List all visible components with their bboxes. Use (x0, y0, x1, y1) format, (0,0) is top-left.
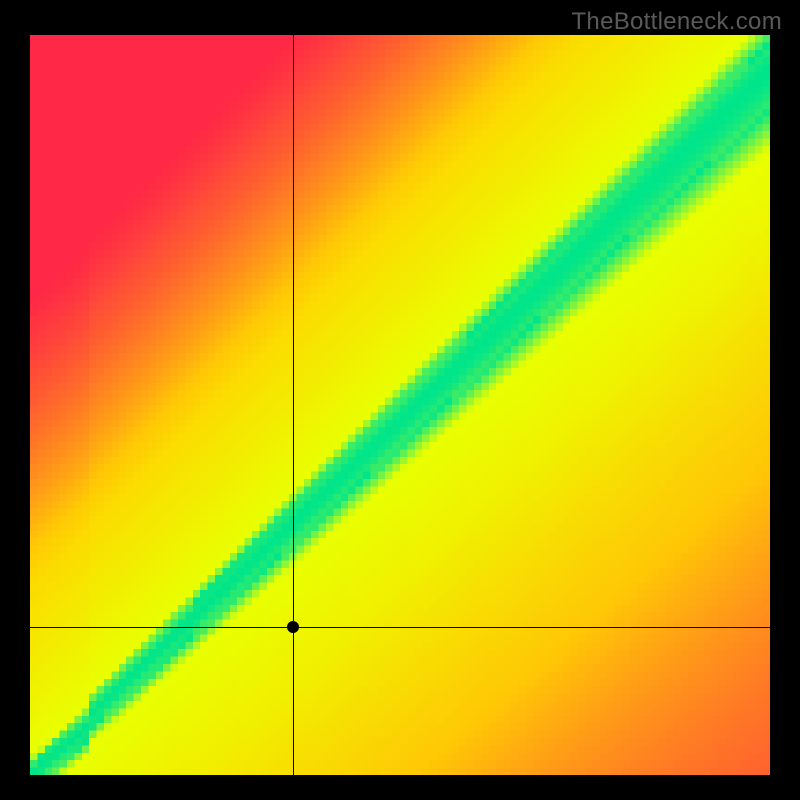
crosshair-vertical (293, 35, 294, 775)
bottleneck-heatmap (30, 35, 770, 775)
plot-area (30, 35, 770, 775)
watermark-text: TheBottleneck.com (571, 8, 782, 36)
data-point-marker (287, 621, 299, 633)
crosshair-horizontal (30, 627, 770, 628)
